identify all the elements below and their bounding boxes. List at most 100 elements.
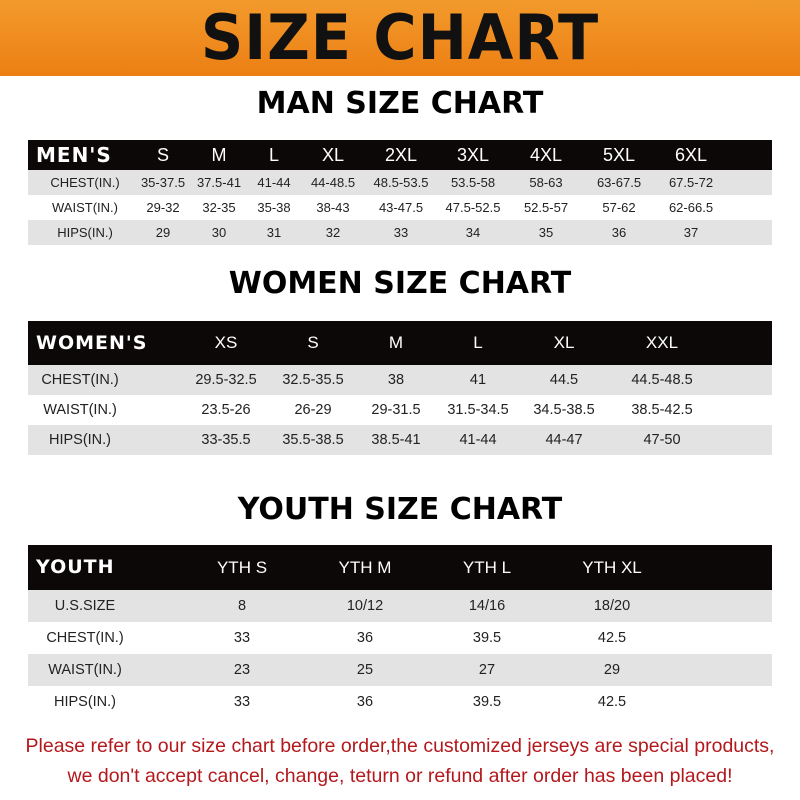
row-label: U.S.SIZE [54,598,116,614]
table-cell: 36 [356,630,374,646]
table-cell: 29 [155,225,171,240]
size-header: XS [214,333,238,352]
size-header: YTH L [462,558,512,577]
table-cell: 47-50 [643,432,681,448]
women-size-table: WOMEN'S XS S M L XL XXL CHEST(IN.) 29.5-32.5 32.5… [28,321,772,455]
size-header: YTH M [338,558,392,577]
size-header: XXL [645,333,679,352]
size-header: 2XL [384,145,418,165]
youth-section-title: YOUTH SIZE CHART [237,492,563,527]
table-cell: 29-32 [146,200,180,215]
size-header: XL [553,333,575,352]
size-header: S [156,145,170,165]
table-cell: 38-43 [316,200,350,215]
size-header: XL [321,145,345,165]
men-section-title: MAN SIZE CHART [256,86,544,121]
size-header: YTH XL [582,558,642,577]
size-header: 3XL [456,145,490,165]
page-title: SIZE CHART [200,1,600,74]
table-cell: 10/12 [346,598,384,614]
table-row: CHEST(IN.) 33 36 39.5 42.5 [28,622,772,654]
table-cell: 23 [233,662,251,678]
size-header: YTH S [216,558,268,577]
size-header: M [388,333,404,352]
table-row: WAIST(IN.) 23 25 27 29 [28,654,772,686]
table-corner-label: MEN'S [36,143,112,167]
table-cell: 34.5-38.5 [533,402,595,418]
table-cell: 27 [478,662,496,678]
table-cell: 47.5-52.5 [445,200,501,215]
table-row: HIPS(IN.) 33-35.5 35.5-38.5 38.5-41 41-44 44-… [28,425,772,455]
table-cell: 41-44 [257,175,291,190]
table-row: CHEST(IN.) 29.5-32.5 32.5-35.5 38 41 44.5 44.5… [28,365,772,395]
youth-header-row: YOUTH YTH S YTH M YTH L YTH XL [28,545,772,590]
table-row: CHEST(IN.) 35-37.5 37.5-41 41-44 44-48.5 48.5… [28,170,772,195]
table-cell: 63-67.5 [596,175,642,190]
size-header: S [307,333,319,352]
table-cell: 35-37.5 [140,175,186,190]
table-cell: 31 [266,225,282,240]
table-cell: 34 [465,225,481,240]
table-cell: 37 [683,225,699,240]
table-cell: 30 [211,225,227,240]
table-cell: 44.5 [549,372,579,388]
table-cell: 39.5 [472,630,502,646]
table-cell: 41-44 [459,432,497,448]
table-cell: 44.5-48.5 [631,372,693,388]
men-size-table: MEN'S S M L XL 2XL 3XL 4XL 5XL 6XL CHEST(IN.) 35-37… [28,140,772,245]
table-row: WAIST(IN.) 29-32 32-35 35-38 38-43 43-47.5 47.… [28,195,772,220]
table-cell: 33-35.5 [201,432,251,448]
table-corner-label: WOMEN'S [36,332,148,354]
notice-line-2: we don't accept cancel, change, teturn o… [67,765,733,787]
table-cell: 29 [603,662,621,678]
row-label: CHEST(IN.) [46,630,124,646]
table-cell: 32.5-35.5 [282,372,344,388]
row-label: WAIST(IN.) [52,200,118,215]
row-label: WAIST(IN.) [48,662,122,678]
table-cell: 44-48.5 [310,175,356,190]
table-cell: 39.5 [472,694,502,710]
table-cell: 33 [393,225,409,240]
table-cell: 18/20 [593,598,631,614]
table-cell: 44-47 [545,432,583,448]
table-cell: 52.5-57 [523,200,569,215]
table-cell: 33 [233,630,251,646]
row-label: WAIST(IN.) [43,402,117,418]
row-label: HIPS(IN.) [53,694,117,710]
table-cell: 43-47.5 [378,200,424,215]
table-cell: 41 [469,372,487,388]
table-cell: 26-29 [294,402,332,418]
size-header: 4XL [529,145,563,165]
table-cell: 32-35 [202,200,236,215]
table-cell: 35-38 [257,200,291,215]
row-label: HIPS(IN.) [57,225,113,240]
table-cell: 33 [233,694,251,710]
table-cell: 58-63 [529,175,563,190]
table-cell: 53.5-58 [450,175,496,190]
table-row: HIPS(IN.) 33 36 39.5 42.5 [28,686,772,718]
table-cell: 14/16 [468,598,506,614]
table-row: WAIST(IN.) 23.5-26 26-29 29-31.5 31.5-34.5 34… [28,395,772,425]
women-section-title: WOMEN SIZE CHART [228,266,572,301]
table-cell: 38 [387,372,405,388]
table-row: HIPS(IN.) 29 30 31 32 33 34 35 36 37 [28,220,772,245]
table-cell: 38.5-42.5 [631,402,693,418]
size-header: L [473,333,483,352]
table-cell: 31.5-34.5 [447,402,509,418]
size-header: L [268,145,280,165]
table-cell: 57-62 [602,200,636,215]
notice-line-1: Please refer to our size chart before or… [25,735,775,757]
table-cell: 38.5-41 [371,432,421,448]
size-header: 5XL [602,145,636,165]
row-label: CHEST(IN.) [41,372,119,388]
youth-size-table: YOUTH YTH S YTH M YTH L YTH XL U.S.SIZE 8 10/12… [28,545,772,718]
table-cell: 23.5-26 [201,402,251,418]
table-cell: 29-31.5 [371,402,421,418]
women-header-row: WOMEN'S XS S M L XL XXL [28,321,772,365]
men-header-row: MEN'S S M L XL 2XL 3XL 4XL 5XL 6XL [28,140,772,170]
title-banner: SIZE CHART [0,0,800,76]
size-header: M [211,145,227,165]
table-cell: 67.5-72 [668,175,714,190]
table-cell: 32 [325,225,341,240]
table-cell: 36 [356,694,374,710]
